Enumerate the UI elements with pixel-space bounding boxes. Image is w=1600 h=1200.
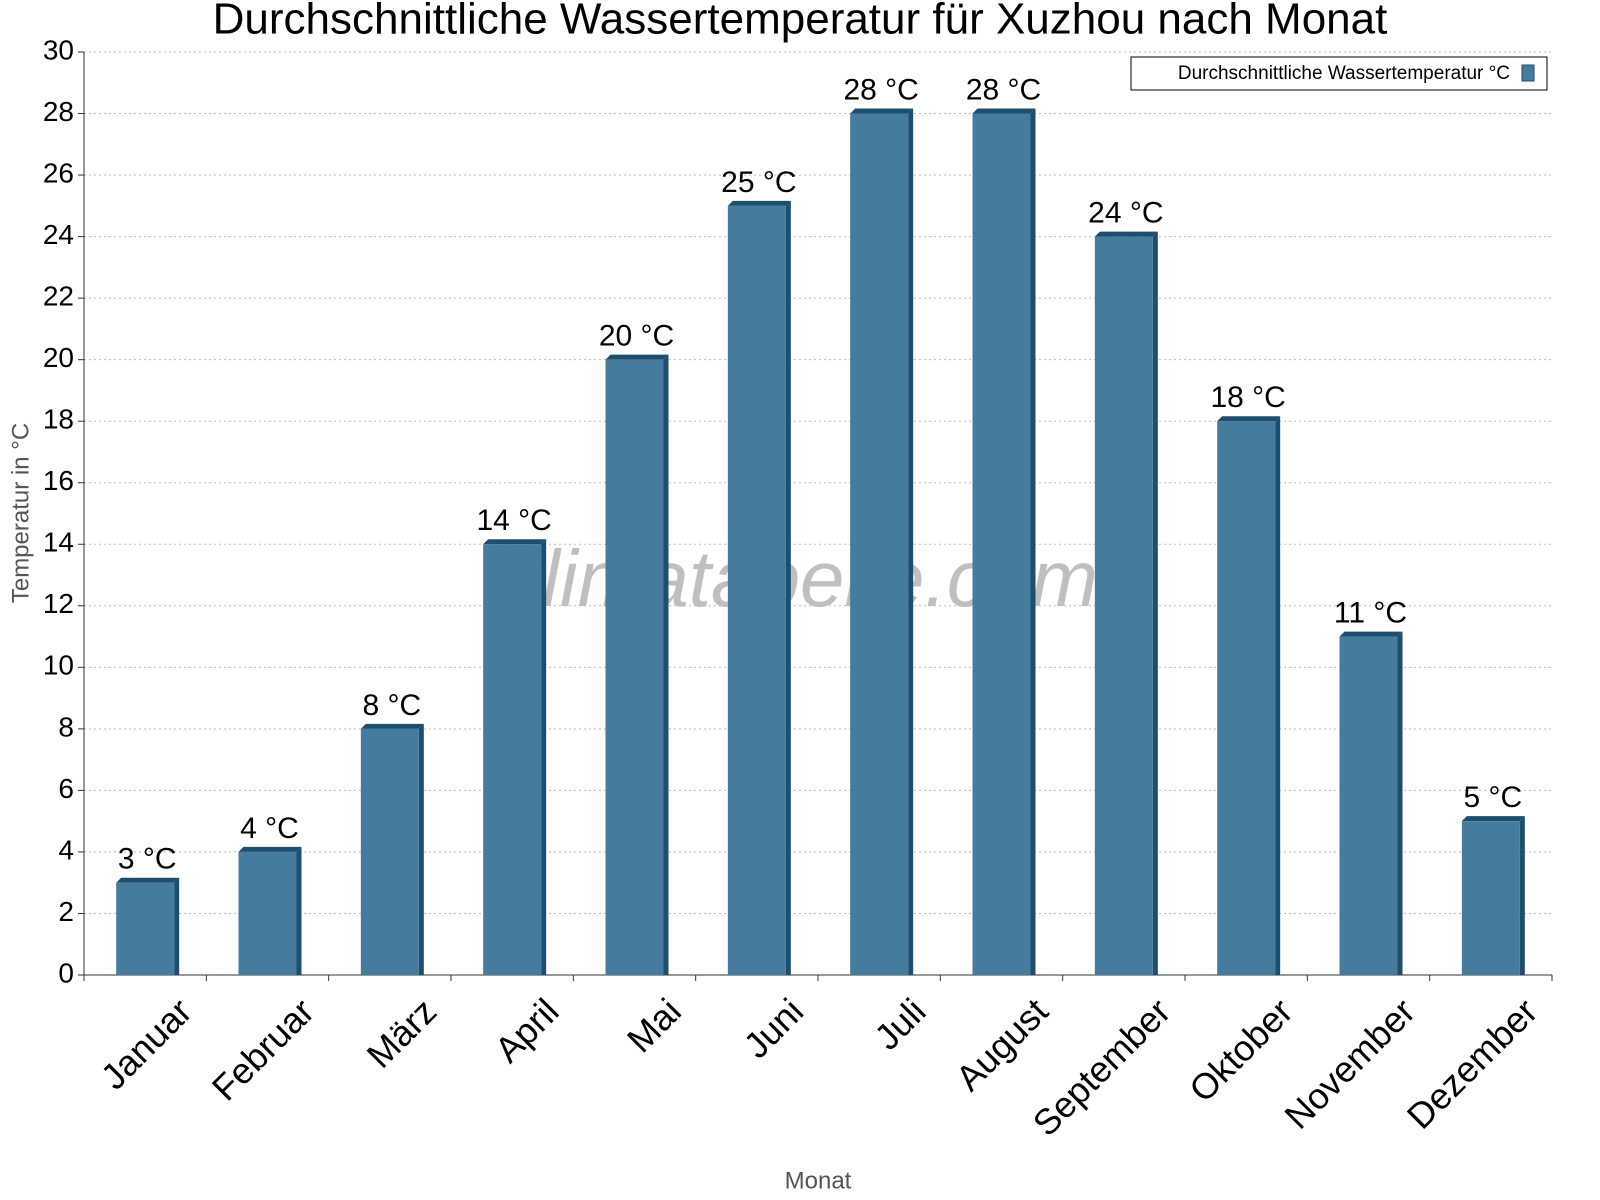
y-tick-label: 12: [43, 588, 74, 619]
x-tick-label: Juli: [866, 990, 933, 1057]
bar-side: [1152, 231, 1158, 976]
value-label: 28 °C: [843, 73, 918, 106]
value-label: 8 °C: [362, 689, 421, 722]
bar-side: [908, 108, 914, 976]
legend-label: Durchschnittliche Wassertemperatur °C: [1178, 63, 1510, 84]
value-label: 14 °C: [476, 504, 551, 537]
bar: [1339, 636, 1398, 975]
bar-side: [1519, 816, 1525, 975]
x-tick-label: April: [487, 990, 567, 1070]
value-label: 28 °C: [966, 73, 1041, 106]
x-tick-label: Juni: [736, 990, 812, 1066]
bar-side: [663, 354, 669, 976]
y-tick-label: 4: [58, 834, 74, 865]
bar-side: [418, 723, 424, 975]
x-tick-label: Januar: [93, 990, 200, 1097]
bar: [1094, 236, 1153, 976]
bar-side: [174, 877, 180, 975]
x-axis-title: Monat: [785, 1167, 852, 1194]
value-label: 18 °C: [1210, 381, 1285, 414]
y-tick-label: 10: [43, 650, 74, 681]
legend-box: [1130, 56, 1548, 91]
y-tick-label: 8: [58, 711, 74, 742]
bar-side: [541, 539, 547, 975]
bar: [727, 205, 786, 976]
x-tick-label: August: [948, 990, 1056, 1098]
y-tick-label: 24: [43, 219, 74, 250]
bar: [483, 544, 542, 975]
bar-top: [116, 877, 180, 883]
x-tick-label: Dezember: [1399, 990, 1545, 1136]
bar: [605, 359, 664, 976]
bar-top: [360, 723, 424, 729]
bar-side: [785, 200, 791, 976]
bar-top: [1217, 416, 1281, 422]
x-tick-label: Mai: [619, 990, 689, 1060]
y-tick-label: 22: [43, 281, 74, 312]
value-label: 5 °C: [1463, 781, 1522, 814]
y-tick-label: 30: [43, 34, 74, 65]
y-tick-label: 18: [43, 404, 74, 435]
y-tick-label: 14: [43, 527, 74, 558]
y-tick-label: 2: [58, 896, 74, 927]
x-tick-label: Oktober: [1181, 990, 1301, 1110]
bar-top: [238, 846, 302, 852]
value-label: 11 °C: [1334, 596, 1407, 629]
y-tick-label: 0: [58, 957, 74, 988]
value-label: 4 °C: [240, 812, 299, 845]
bar: [972, 113, 1031, 976]
bar: [360, 728, 419, 975]
y-tick-label: 20: [43, 342, 74, 373]
bar-top: [727, 200, 791, 206]
x-tick-label: November: [1276, 990, 1422, 1136]
bar-top: [850, 108, 914, 114]
bar-top: [605, 354, 669, 360]
value-label: 24 °C: [1088, 197, 1163, 230]
bar-side: [296, 846, 302, 975]
y-tick-label: 16: [43, 465, 74, 496]
chart-title: Durchschnittliche Wassertemperatur für X…: [213, 0, 1388, 44]
bar: [1217, 421, 1276, 975]
legend-swatch: [1521, 64, 1535, 82]
bar-top: [1339, 631, 1403, 637]
value-label: 3 °C: [118, 843, 177, 876]
bar-top: [483, 539, 547, 545]
y-tick-label: 6: [58, 773, 74, 804]
bar-top: [1094, 231, 1158, 237]
x-tick-label: März: [359, 990, 445, 1076]
x-tick-label: Februar: [204, 990, 322, 1108]
bar: [116, 882, 175, 975]
bar-side: [1397, 631, 1403, 975]
bar-side: [1275, 416, 1281, 975]
y-axis-title: Temperatur in °C: [7, 423, 34, 603]
y-tick-label: 28: [43, 96, 74, 127]
bar: [850, 113, 909, 976]
bar-top: [1461, 816, 1525, 822]
y-tick-label: 26: [43, 157, 74, 188]
bar: [238, 851, 297, 975]
bar: [1461, 821, 1520, 975]
value-label: 25 °C: [721, 166, 796, 199]
value-label: 20 °C: [599, 320, 674, 353]
bar-top: [972, 108, 1036, 114]
bar-side: [1030, 108, 1036, 976]
